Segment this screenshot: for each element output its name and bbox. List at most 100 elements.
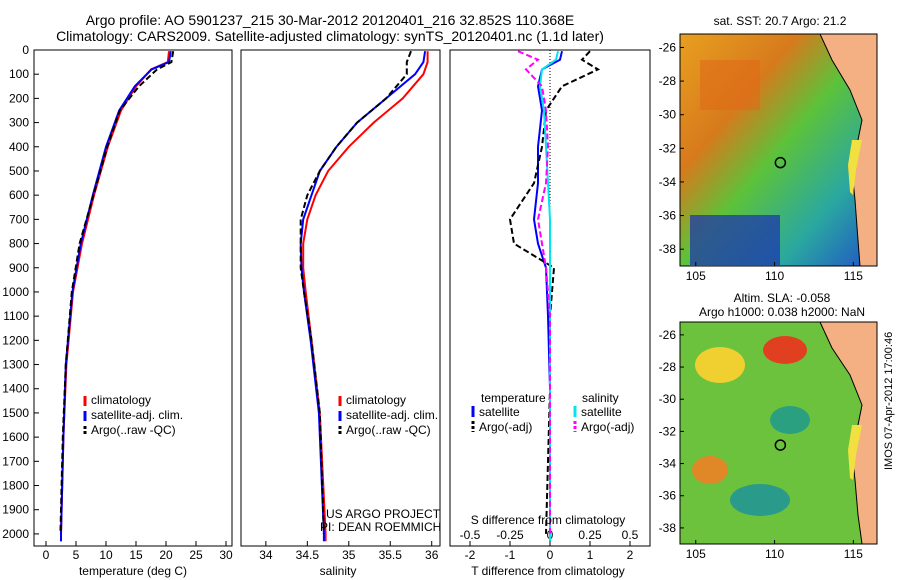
legend-label-argo: Argo(..raw -QC)	[346, 423, 431, 437]
depth-tick-label: 1800	[2, 479, 29, 493]
salinity-axis-ticks: 34 34.5 35 35.5 36	[259, 541, 439, 562]
sla-low-2	[730, 484, 790, 516]
depth-tick-label: 600	[9, 188, 29, 202]
depth-axis-ticks: 0 100 200 300 400 500 600 700 800 900 1000 1100 1200…	[2, 43, 39, 541]
sla-coastal-strip	[848, 425, 862, 480]
x-tick-label: 35	[342, 548, 356, 562]
map-x-tick-label: 110	[765, 547, 784, 561]
s-difference-xlabel: S difference from climatology	[471, 513, 626, 527]
legend-label-climatology: climatology	[91, 393, 151, 407]
depth-tick-label: 1900	[2, 503, 29, 517]
map-x-tick-label: 115	[844, 269, 863, 283]
temperature-lines	[59, 51, 175, 542]
depth-tick-label: 200	[9, 91, 29, 105]
sla-low-1	[770, 406, 810, 434]
x-tick-label: 35.5	[379, 548, 403, 562]
salinity-axes	[240, 49, 441, 547]
temperature-legend: climatology satellite-adj. clim. Argo(..…	[83, 393, 183, 437]
sla-map: Altim. SLA: -0.058 Argo h1000: 0.038 h20…	[659, 291, 878, 561]
s-tick-label: 0.5	[622, 528, 639, 542]
depth-tick-label: 0	[22, 43, 29, 57]
sst-coastal-strip	[848, 140, 862, 195]
sst-argo-position-marker	[774, 156, 787, 169]
sst-cold-patch	[690, 215, 780, 265]
map-y-tick-label: -36	[659, 489, 677, 503]
salinity-lines	[299, 50, 429, 542]
depth-tick-label: 2000	[2, 527, 29, 541]
temperature-axis-ticks: 0 5 10 15 20 25 30	[43, 541, 233, 562]
temperature-xlabel: temperature (deg C)	[79, 564, 187, 578]
map-y-tick-label: -28	[659, 74, 677, 88]
sla-map-ticks: 105 110 115 -26 -28 -30 -32 -34 -36 -38	[659, 328, 864, 561]
map-y-tick-label: -38	[659, 521, 677, 535]
sst-map: sat. SST: 20.7 Argo: 21.2 105 110 115 -26 -2…	[659, 14, 878, 283]
x-tick-label: 10	[99, 548, 113, 562]
temperature-axes	[33, 49, 233, 547]
credit-project: US ARGO PROJECT	[326, 507, 441, 521]
map-x-tick-label: 105	[686, 547, 706, 561]
sla-map-frame	[679, 321, 878, 545]
depth-tick-label: 100	[9, 67, 29, 81]
sst-map-ticks: 105 110 115 -26 -28 -30 -32 -34 -36 -38	[659, 40, 864, 283]
depth-tick-label: 500	[9, 164, 29, 178]
difference-lines	[508, 50, 601, 546]
legend-header-salinity: salinity	[582, 391, 619, 405]
legend-label-climatology: climatology	[346, 393, 406, 407]
depth-tick-label: 400	[9, 140, 29, 154]
map-y-tick-label: -30	[659, 392, 677, 406]
map-y-tick-label: -28	[659, 360, 677, 374]
depth-tick-label: 700	[9, 212, 29, 226]
map-x-tick-label: 105	[686, 269, 706, 283]
x-tick-label: 1	[587, 548, 594, 562]
x-tick-label: 5	[73, 548, 80, 562]
s-tick-label: -0.25	[496, 528, 524, 542]
x-tick-label: 34	[259, 548, 273, 562]
depth-tick-label: 1400	[2, 382, 29, 396]
sla-high-3	[763, 336, 807, 364]
legend-label-t-satellite: satellite	[479, 405, 520, 419]
map-y-tick-label: -32	[659, 424, 677, 438]
x-tick-label: 0	[43, 548, 50, 562]
depth-tick-label: 900	[9, 261, 29, 275]
t-difference-xlabel: T difference from climatology	[471, 564, 625, 578]
series-line-argo-raw-qc-	[299, 50, 412, 534]
depth-tick-label: 1600	[2, 430, 29, 444]
depth-tick-label: 1700	[2, 454, 29, 468]
sst-map-frame	[679, 33, 878, 267]
depth-tick-label: 1000	[2, 285, 29, 299]
map-y-tick-label: -34	[659, 457, 677, 471]
imos-watermark: IMOS 07-Apr-2012 17:00:46	[883, 332, 895, 470]
credit-pi: PI: DEAN ROEMMICH	[320, 520, 441, 534]
legend-label-s-argo: Argo(-adj)	[581, 420, 634, 434]
map-y-tick-label: -38	[659, 242, 677, 256]
plot-title-line-1: Argo profile: AO 5901237_215 30-Mar-2012…	[85, 12, 575, 28]
map-y-tick-label: -36	[659, 209, 677, 223]
depth-tick-label: 1500	[2, 406, 29, 420]
map-y-tick-label: -34	[659, 175, 677, 189]
map-y-tick-label: -32	[659, 141, 677, 155]
sla-map-title-1: Altim. SLA: -0.058	[734, 291, 831, 305]
x-tick-label: -1	[505, 548, 516, 562]
diff-line-salinity-argo-adj-	[517, 50, 551, 534]
diff-line-temperature-argo-adj-	[508, 50, 601, 534]
legend-label-satellite: satellite-adj. clim.	[91, 408, 183, 422]
map-x-tick-label: 115	[844, 547, 863, 561]
legend-header-temperature: temperature	[481, 391, 546, 405]
map-y-tick-label: -26	[659, 328, 677, 342]
sla-argo-position-marker	[774, 439, 787, 451]
s-tick-label: 0.25	[578, 528, 602, 542]
map-y-tick-label: -30	[659, 108, 677, 122]
sla-high-2	[692, 456, 728, 484]
x-tick-label: 20	[159, 548, 173, 562]
x-tick-label: 34.5	[296, 548, 320, 562]
legend-label-t-argo: Argo(-adj)	[479, 420, 532, 434]
x-tick-label: 30	[219, 548, 233, 562]
x-tick-label: 15	[129, 548, 143, 562]
depth-tick-label: 800	[9, 237, 29, 251]
series-line-satellite-adj-clim-	[299, 51, 427, 542]
legend-label-s-satellite: satellite	[581, 405, 622, 419]
map-y-tick-label: -26	[659, 40, 677, 54]
salinity-xlabel: salinity	[320, 564, 357, 578]
plot-title-line-2: Climatology: CARS2009. Satellite-adjuste…	[56, 28, 604, 44]
